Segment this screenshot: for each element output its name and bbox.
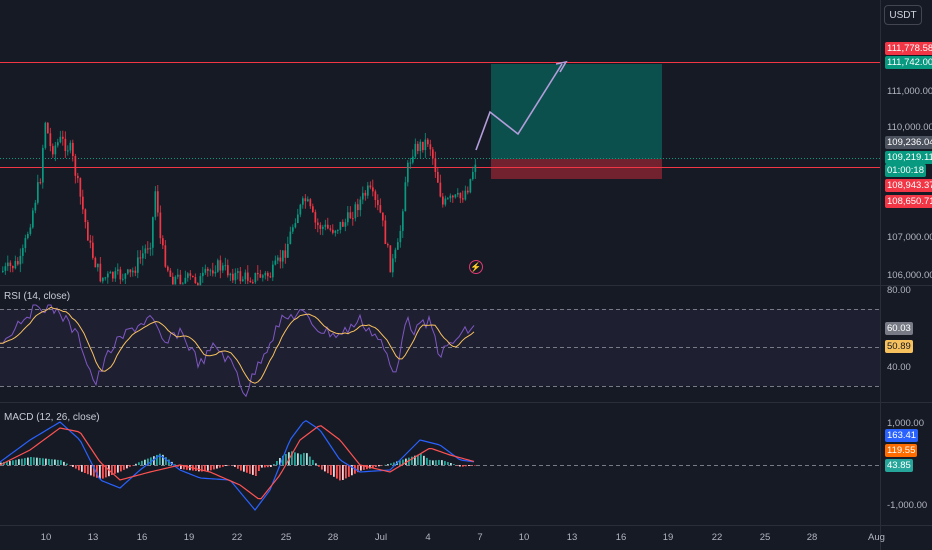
- price-tag-stop-loss-target: 111,778.58: [885, 42, 932, 55]
- bar-countdown: 01:00:18: [885, 164, 926, 177]
- projection-path[interactable]: [475, 63, 563, 151]
- signal-line: [0, 425, 475, 500]
- time-tick: 7: [477, 532, 483, 543]
- time-tick: 10: [40, 532, 52, 543]
- price-tag-entry: 109,236.04: [885, 136, 932, 149]
- time-tick: Jul: [374, 532, 388, 543]
- time-tick: 28: [806, 532, 818, 543]
- time-tick: 28: [327, 532, 339, 543]
- time-tick: 22: [231, 532, 243, 543]
- currency-button[interactable]: USDT: [884, 5, 922, 25]
- histogram-value-tag: 43.85: [885, 459, 913, 472]
- price-tag-stop-loss: 108,943.37: [885, 179, 932, 192]
- price-label-111000: 111,000.00: [887, 86, 932, 97]
- rsi-axis-80: 80.00: [887, 285, 911, 296]
- time-tick: 22: [711, 532, 723, 543]
- rsi-line: [0, 304, 475, 398]
- price-label-106000: 106,000.00: [887, 270, 932, 281]
- stop-loss-zone[interactable]: [491, 159, 662, 179]
- time-tick: 10: [518, 532, 530, 543]
- time-tick: Aug: [868, 532, 885, 543]
- macd-axis-1000: 1,000.00: [887, 418, 924, 429]
- rsi-ma-line: [0, 306, 475, 384]
- signal-value-tag: 119.55: [885, 444, 918, 457]
- time-tick: 19: [183, 532, 195, 543]
- candlestick-series: [2, 121, 477, 286]
- macd-line: [0, 419, 475, 511]
- price-label-107000: 107,000.00: [887, 232, 932, 243]
- time-tick: 25: [280, 532, 292, 543]
- rsi-title[interactable]: RSI (14, close): [4, 291, 71, 302]
- lightning-icon[interactable]: ⚡: [469, 260, 483, 274]
- time-tick: 13: [87, 532, 99, 543]
- price-tag-take-profit: 111,742.00: [885, 56, 932, 69]
- time-tick: 19: [662, 532, 674, 543]
- rsi-band: [0, 309, 880, 386]
- time-tick: 4: [425, 532, 431, 543]
- price-tag-current: 109,219.11: [885, 151, 932, 164]
- rsi-axis-40: 40.00: [887, 362, 911, 373]
- rsi-value-tag: 60.03: [885, 322, 913, 335]
- main-pane-bg: [0, 0, 880, 285]
- time-tick: 16: [615, 532, 627, 543]
- time-tick: 13: [566, 532, 578, 543]
- take-profit-zone[interactable]: [491, 64, 662, 159]
- macd-title[interactable]: MACD (12, 26, close): [4, 412, 100, 423]
- time-tick: 16: [136, 532, 148, 543]
- macd-axis-neg1000: -1,000.00: [887, 500, 928, 511]
- macd-value-tag: 163.41: [885, 429, 919, 442]
- price-label-110000: 110,000.00: [887, 122, 932, 133]
- rsi-ma-value-tag: 50.89: [885, 340, 913, 353]
- price-tag-stop-loss-2: 108,650.71: [885, 195, 932, 208]
- projection-arrowhead: [555, 60, 568, 73]
- time-tick: 25: [759, 532, 771, 543]
